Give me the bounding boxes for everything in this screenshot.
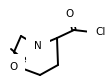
Text: O: O <box>9 62 17 72</box>
Text: Cl: Cl <box>95 27 105 37</box>
Text: O: O <box>66 9 74 19</box>
Text: N: N <box>34 41 42 51</box>
